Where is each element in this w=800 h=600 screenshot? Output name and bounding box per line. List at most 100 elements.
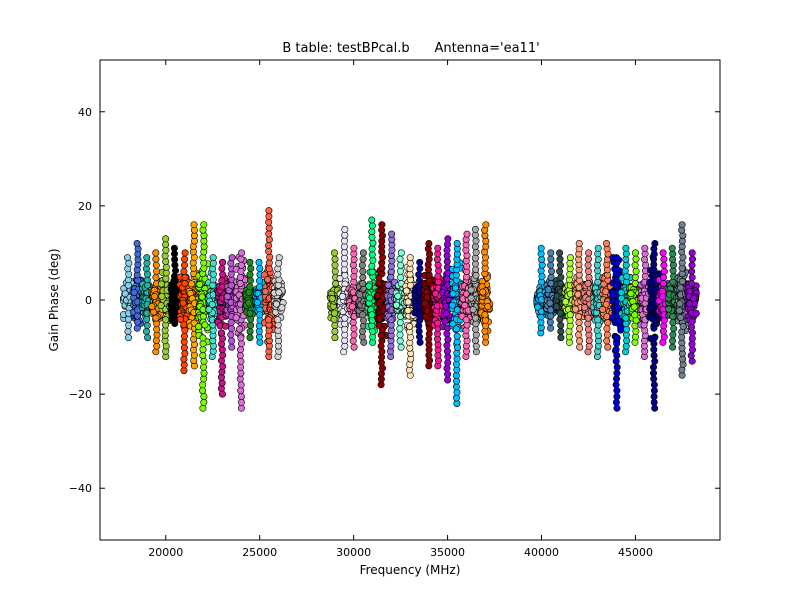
data-point <box>632 267 640 275</box>
data-point <box>143 315 151 323</box>
data-point <box>622 244 630 252</box>
data-point <box>330 249 338 257</box>
data-point <box>627 290 635 298</box>
data-point <box>688 249 696 257</box>
data-point <box>265 236 273 244</box>
data-point <box>265 212 273 220</box>
data-point <box>617 288 625 296</box>
data-point <box>687 279 695 287</box>
data-point <box>237 261 245 269</box>
data-point <box>170 244 178 252</box>
data-point <box>537 244 545 252</box>
data-point <box>158 292 166 300</box>
data-point <box>375 315 383 323</box>
data-point <box>236 375 244 383</box>
data-point <box>201 321 209 329</box>
data-point <box>613 369 621 377</box>
data-point <box>594 316 602 324</box>
data-point <box>349 337 357 345</box>
data-point <box>246 309 254 317</box>
data-point <box>331 327 339 335</box>
data-point <box>631 261 639 269</box>
data-point <box>556 261 564 269</box>
data-point <box>153 267 161 275</box>
data-point <box>472 342 480 350</box>
data-point <box>421 299 429 307</box>
data-point <box>688 317 696 325</box>
data-point <box>266 253 274 261</box>
data-point <box>650 351 658 359</box>
data-point <box>265 230 273 238</box>
data-point <box>593 261 601 269</box>
data-point <box>392 301 400 309</box>
data-point <box>548 267 556 275</box>
data-point <box>585 273 593 281</box>
y-axis-label: Gain Phase (deg) <box>47 248 61 351</box>
data-point <box>199 334 207 342</box>
y-tick-label: 0 <box>85 294 92 307</box>
data-point <box>181 261 189 269</box>
data-point <box>479 288 487 296</box>
data-point <box>162 316 170 324</box>
data-point <box>350 267 358 275</box>
data-point <box>375 279 383 287</box>
data-point <box>265 218 273 226</box>
data-point <box>195 323 203 331</box>
data-point <box>199 387 207 395</box>
data-point <box>237 387 245 395</box>
data-point <box>575 337 583 345</box>
data-point <box>152 261 160 269</box>
data-point <box>444 353 452 361</box>
data-point <box>124 327 132 335</box>
data-point <box>181 279 189 287</box>
data-point <box>566 254 574 262</box>
data-point <box>199 351 207 359</box>
data-point <box>256 264 264 272</box>
data-point <box>218 277 226 285</box>
data-point <box>218 264 226 272</box>
data-series <box>148 249 165 356</box>
data-point <box>368 251 376 259</box>
data-point <box>246 327 254 335</box>
data-point <box>356 291 364 299</box>
data-point <box>651 404 659 412</box>
data-point <box>482 221 490 229</box>
data-point <box>405 322 413 330</box>
data-point <box>688 267 696 275</box>
data-point <box>467 286 475 294</box>
data-point <box>217 329 225 337</box>
data-point <box>641 244 649 252</box>
data-point <box>246 258 254 266</box>
data-point <box>594 255 602 263</box>
data-point <box>148 302 156 310</box>
data-point <box>350 244 358 252</box>
data-point <box>688 261 696 269</box>
data-point <box>152 273 160 281</box>
data-point <box>472 248 480 256</box>
data-point <box>359 273 367 281</box>
data-point <box>219 258 227 266</box>
data-point <box>275 254 283 262</box>
data-point <box>358 261 366 269</box>
data-point <box>236 325 244 333</box>
data-point <box>584 267 592 275</box>
data-point <box>246 334 254 342</box>
data-point <box>687 351 695 359</box>
data-point <box>152 348 160 356</box>
y-tick-label: 40 <box>78 106 92 119</box>
data-point <box>161 252 169 260</box>
data-point <box>651 357 659 365</box>
data-point <box>348 303 356 311</box>
data-point <box>368 245 376 253</box>
data-point <box>547 324 555 332</box>
data-point <box>222 322 230 330</box>
data-point <box>612 346 620 354</box>
data-point <box>575 331 583 339</box>
data-point <box>188 280 196 288</box>
y-tick-label: −20 <box>69 388 92 401</box>
data-point <box>237 369 245 377</box>
data-point <box>650 387 658 395</box>
data-point <box>341 314 349 322</box>
data-point <box>328 295 336 303</box>
data-point <box>255 258 263 266</box>
